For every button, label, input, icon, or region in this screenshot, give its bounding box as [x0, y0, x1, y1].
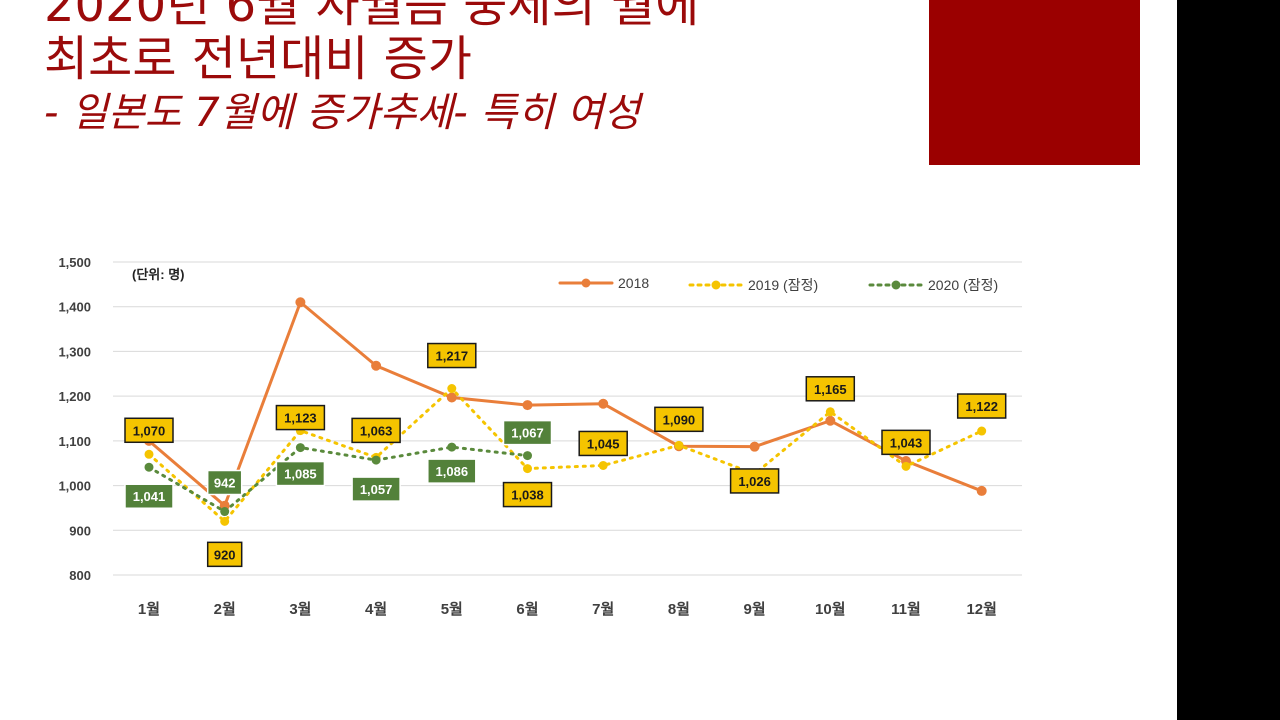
data-label: 1,067	[511, 426, 544, 441]
y-tick-label: 1,300	[58, 344, 91, 359]
data-label-box	[427, 342, 477, 369]
data-point	[447, 384, 457, 394]
y-tick-label: 1,100	[58, 434, 91, 449]
data-label-box	[654, 406, 704, 433]
data-label-box	[578, 430, 628, 457]
slide-title-line2: 최초로 전년대비 증가	[44, 31, 472, 87]
x-tick-label: 8월	[668, 601, 690, 618]
data-point	[749, 441, 760, 452]
data-point	[144, 462, 154, 472]
data-point	[522, 400, 533, 411]
x-tick-label: 2월	[214, 601, 236, 618]
data-point	[598, 460, 608, 470]
data-label: 1,086	[436, 464, 469, 479]
line-chart: 1,500 1,400 1,300 1,200 1,100 1,000 900 800 1월 2월…	[58, 255, 1022, 618]
data-label-box	[881, 429, 931, 456]
x-tick-label: 7월	[592, 601, 614, 618]
data-point	[144, 449, 154, 459]
data-label: 1,122	[965, 399, 998, 414]
data-label-box	[502, 419, 553, 446]
data-point	[295, 443, 305, 453]
slide-subtitle: - 일본도 7월에 증가추세- 특히 여성	[44, 90, 641, 136]
data-point	[220, 507, 230, 517]
data-point	[976, 485, 987, 496]
data-point	[295, 297, 306, 308]
legend-marker	[891, 280, 901, 290]
unit-label: (단위: 명)	[132, 267, 184, 282]
accent-box	[929, 0, 1140, 165]
data-label: 1,090	[663, 412, 696, 427]
y-tick-label: 1,400	[58, 300, 91, 315]
data-label-box	[275, 460, 326, 487]
data-point	[825, 407, 835, 417]
data-label: 1,085	[284, 467, 317, 482]
x-tick-label: 11월	[891, 601, 921, 618]
data-label-box	[206, 469, 243, 496]
data-point	[825, 415, 836, 426]
slide-title-line1: 2020년 6월 사월음 중세의 월에	[44, 0, 700, 33]
data-label: 1,063	[360, 423, 393, 438]
data-point	[371, 455, 381, 465]
data-label-box	[805, 376, 856, 402]
data-label-box	[351, 417, 401, 444]
data-label: 942	[214, 476, 236, 491]
data-label: 1,217	[436, 349, 469, 364]
legend-marker	[581, 278, 591, 288]
data-label-box	[275, 404, 326, 431]
data-point	[447, 442, 457, 452]
data-label: 1,123	[284, 411, 317, 426]
data-label: 1,041	[133, 489, 166, 504]
series-line	[147, 445, 529, 514]
series-line	[147, 300, 984, 508]
data-point	[674, 440, 684, 450]
data-label-box	[729, 468, 780, 494]
data-point	[523, 451, 532, 461]
y-tick-label: 800	[69, 568, 91, 583]
data-point	[220, 516, 230, 526]
data-point	[523, 464, 532, 474]
slide-title-block: 2020년 6월 사월음 중세의 월에 최초로 전년대비 증가 - 일본도 7월…	[44, 0, 904, 140]
data-label: 1,165	[814, 382, 847, 397]
x-tick-label: 3월	[289, 601, 311, 618]
data-label-box	[206, 541, 243, 568]
data-label: 1,038	[511, 488, 544, 503]
x-tick-label: 5월	[441, 601, 463, 618]
data-point	[901, 461, 911, 471]
data-label: 1,045	[587, 436, 620, 451]
data-point	[977, 426, 987, 436]
y-tick-label: 1,200	[58, 389, 91, 404]
x-tick-label: 1월	[138, 601, 160, 618]
y-tick-label: 900	[69, 523, 91, 538]
data-label-box	[427, 458, 477, 484]
x-tick-label: 10월	[815, 601, 846, 618]
legend-marker	[711, 280, 721, 290]
legend-label: 2018	[618, 275, 649, 291]
data-label-box	[124, 417, 174, 444]
data-label-box	[956, 393, 1007, 419]
data-label-box	[124, 483, 174, 509]
x-tick-label: 9월	[744, 601, 766, 618]
data-label: 1,070	[133, 423, 166, 438]
data-label: 1,026	[738, 474, 771, 489]
data-label-box	[351, 476, 401, 502]
x-tick-label: 4월	[365, 601, 387, 618]
x-tick-label: 6월	[516, 601, 538, 618]
legend-label: 2020 (잠정)	[928, 277, 998, 293]
series-line	[147, 387, 984, 523]
legend-label: 2019 (잠정)	[748, 277, 818, 293]
data-label-box	[502, 481, 553, 508]
data-point	[371, 360, 382, 371]
data-label: 1,057	[360, 482, 393, 497]
data-label: 920	[214, 547, 236, 562]
data-label: 1,043	[890, 435, 923, 450]
y-tick-label: 1,500	[58, 255, 91, 270]
data-point	[598, 398, 609, 409]
data-point	[446, 392, 457, 403]
x-tick-label: 12월	[966, 601, 997, 618]
side-bar	[1177, 0, 1280, 720]
y-tick-label: 1,000	[58, 479, 91, 494]
